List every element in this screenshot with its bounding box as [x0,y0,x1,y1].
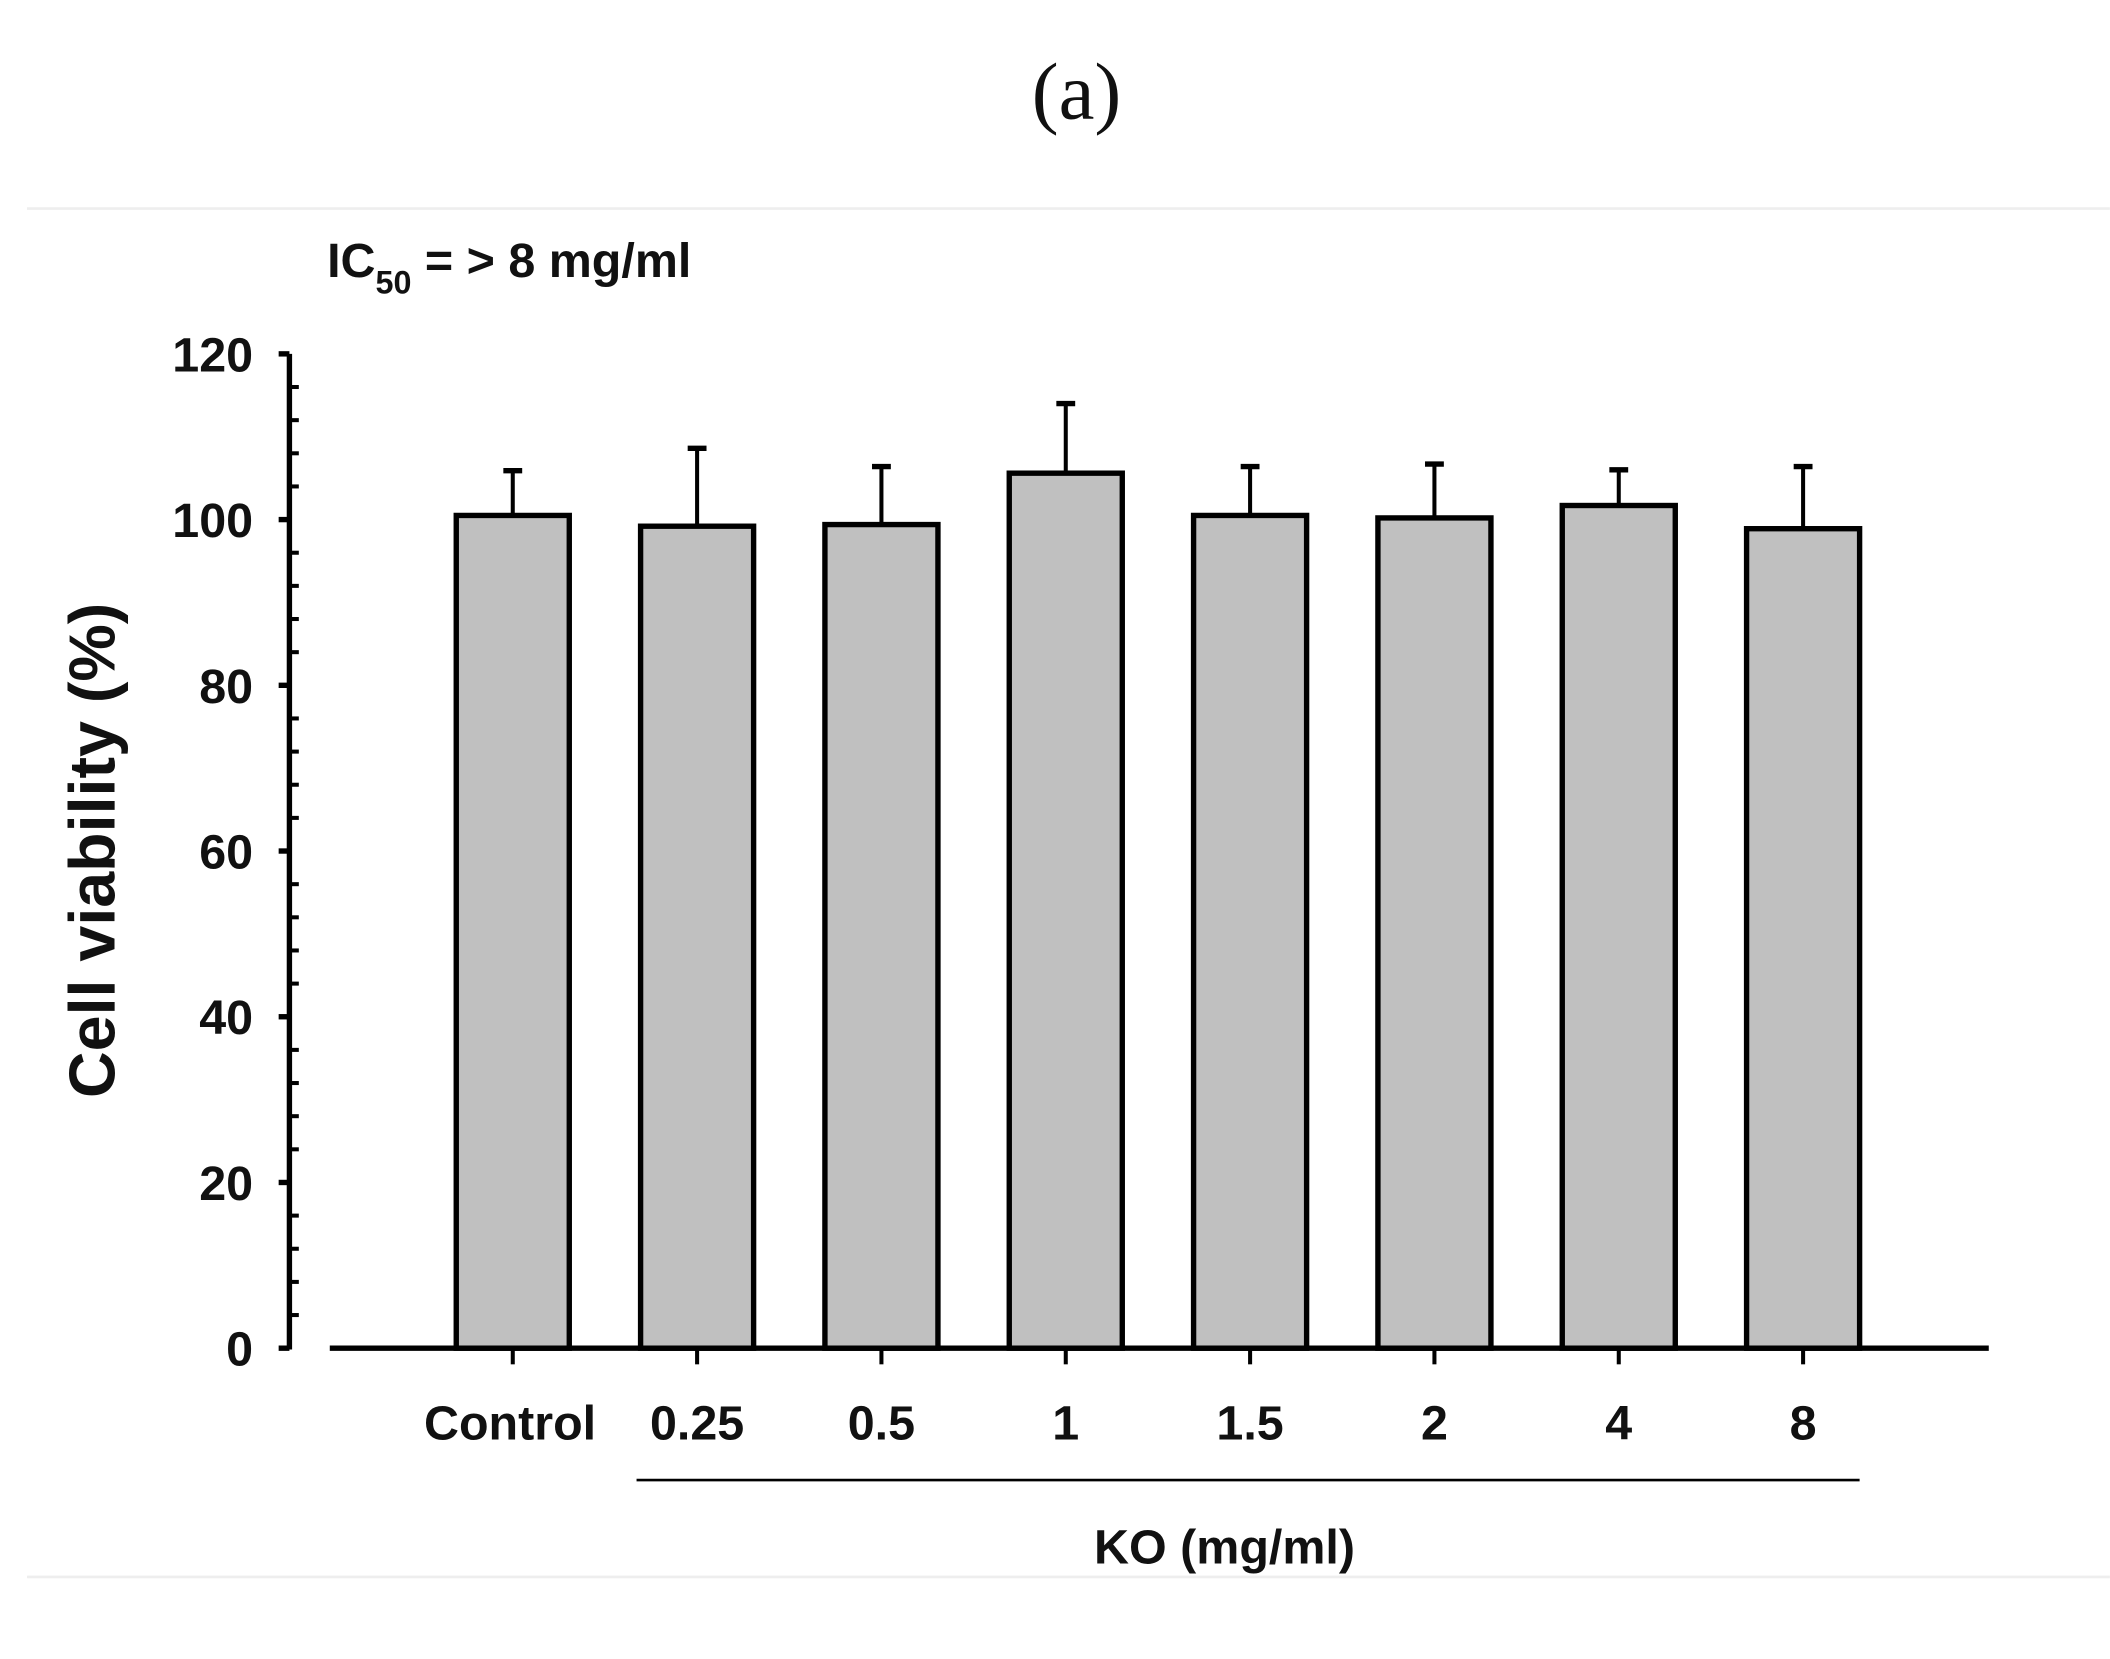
y-tick-label: 60 [199,826,253,880]
x-axis-label: KO (mg/ml) [1094,1520,1355,1574]
bar [1559,502,1678,1351]
x-tick-label: 2 [1421,1397,1448,1451]
ic50-annotation: IC50 = > 8 mg/ml [327,234,691,300]
bar [1190,512,1310,1351]
x-tick-label: 0.25 [650,1397,744,1451]
x-tick-label: 1.5 [1216,1397,1283,1451]
x-tick-label: 4 [1605,1397,1632,1451]
x-tick-label: Control [424,1397,596,1451]
bar [1375,515,1494,1351]
bar [1743,526,1863,1351]
bar [637,523,757,1351]
y-tick-label: 100 [172,494,253,548]
bar [1006,470,1125,1351]
bar [453,512,572,1351]
bar [822,521,941,1351]
y-tick-label: 0 [226,1323,253,1377]
y-tick-label: 40 [199,991,253,1045]
x-tick-label: 1 [1052,1397,1079,1451]
y-tick-label: 120 [172,328,253,382]
x-tick-label: 0.5 [848,1397,915,1451]
y-tick-label: 20 [199,1157,253,1211]
y-tick-label: 80 [199,660,253,714]
x-tick-label: 8 [1790,1397,1817,1451]
panel-label: (a) [1032,47,1122,136]
y-axis-label: Cell viability (%) [56,603,128,1098]
